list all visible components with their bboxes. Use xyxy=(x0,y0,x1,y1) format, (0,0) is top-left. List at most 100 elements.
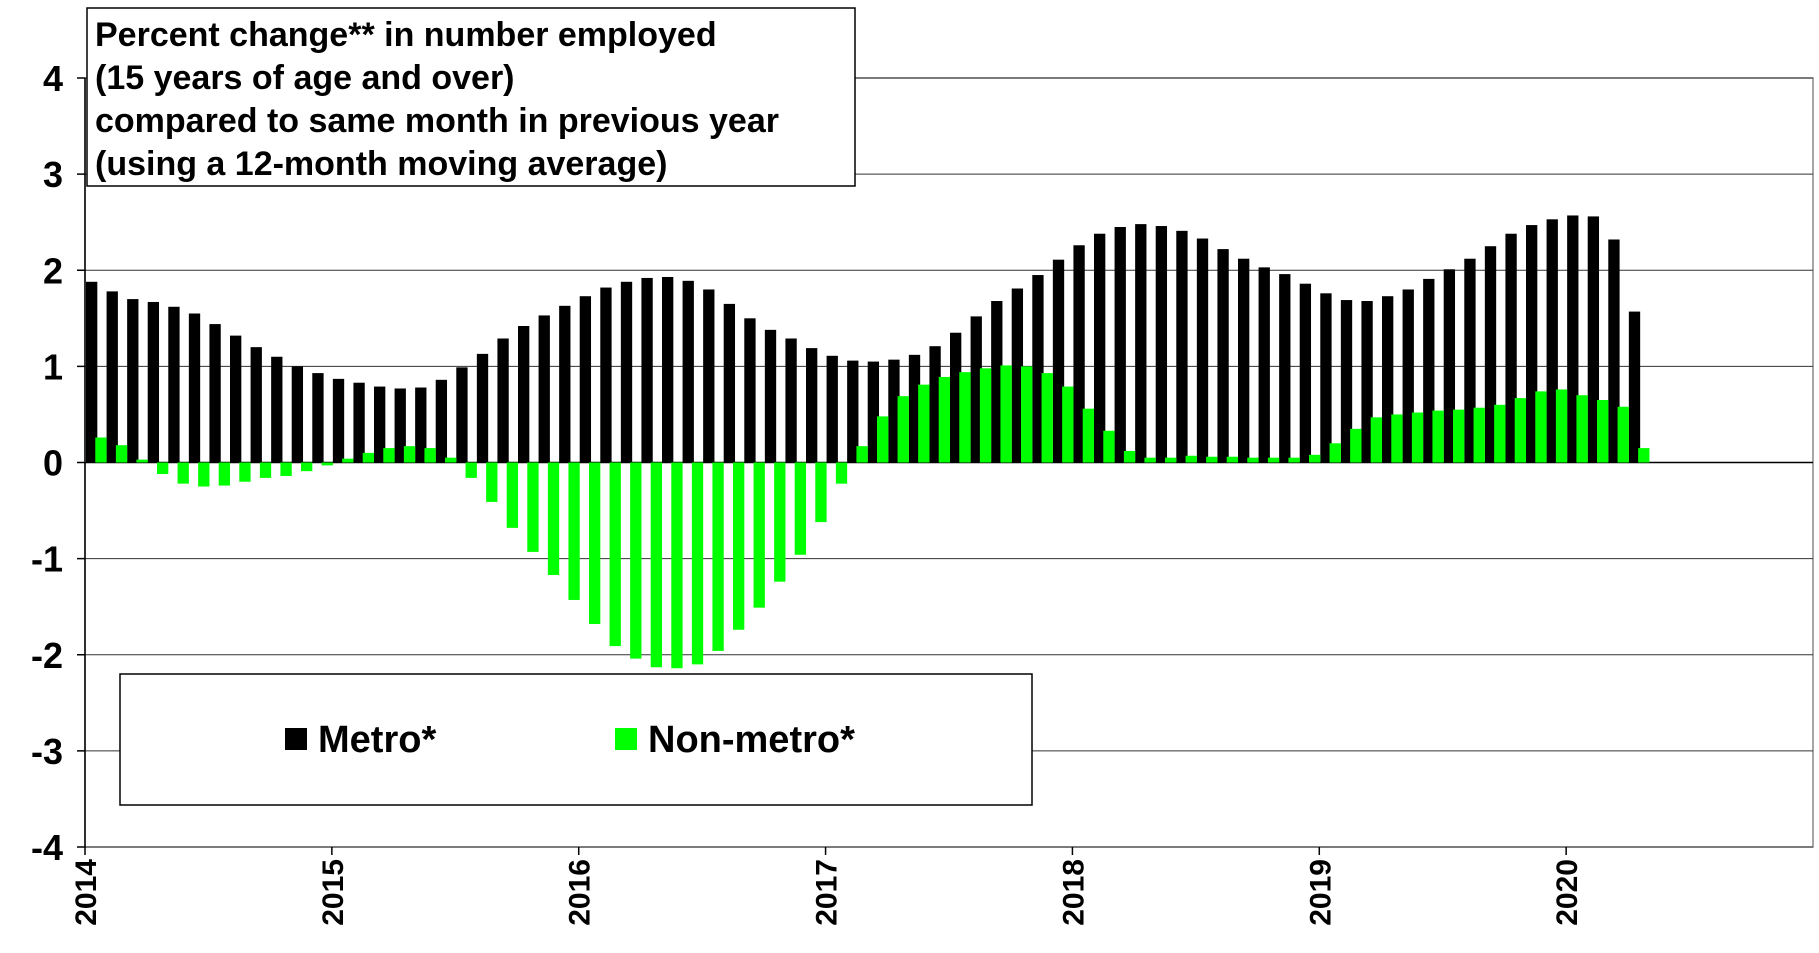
bar xyxy=(1041,373,1053,463)
x-tick-label: 2018 xyxy=(1057,859,1090,926)
bar xyxy=(321,462,333,466)
bar xyxy=(970,316,982,463)
bar xyxy=(127,299,139,463)
bar xyxy=(764,329,777,463)
bar xyxy=(856,446,868,463)
bar xyxy=(1617,406,1629,463)
bar xyxy=(1555,389,1568,463)
bar xyxy=(991,301,1003,463)
bar xyxy=(374,386,386,463)
bar xyxy=(271,356,283,463)
bar xyxy=(188,313,201,463)
x-tick-label: 2016 xyxy=(564,859,597,926)
bar xyxy=(733,462,745,630)
bar xyxy=(1238,258,1250,463)
y-tick-label: 3 xyxy=(43,154,63,195)
bar xyxy=(1288,457,1300,463)
bar xyxy=(691,462,704,665)
x-tick-label: 2015 xyxy=(317,859,350,926)
bar xyxy=(435,379,448,463)
bar xyxy=(1608,239,1620,463)
bar xyxy=(1258,267,1270,463)
bar xyxy=(1340,300,1353,463)
chart-title: compared to same month in previous year xyxy=(95,102,779,140)
bar xyxy=(259,462,272,478)
bar xyxy=(794,462,807,555)
bar xyxy=(1464,258,1476,463)
bar xyxy=(1052,259,1065,463)
bar xyxy=(538,315,550,463)
bar xyxy=(291,366,304,463)
bar xyxy=(230,335,242,463)
bar xyxy=(630,462,642,659)
bar xyxy=(650,462,663,668)
bar xyxy=(1032,275,1044,463)
bar xyxy=(476,353,489,463)
bar xyxy=(1576,395,1588,463)
bar xyxy=(1546,219,1558,463)
x-tick-label: 2017 xyxy=(811,859,844,926)
bar xyxy=(1094,233,1106,463)
bar xyxy=(1361,301,1373,463)
bar xyxy=(1165,457,1177,463)
bar xyxy=(1411,412,1424,463)
bar xyxy=(1279,274,1291,463)
bar xyxy=(353,382,365,463)
title-box xyxy=(86,7,856,187)
bar xyxy=(1473,407,1485,463)
bar xyxy=(497,338,509,463)
bar xyxy=(1155,226,1168,463)
y-tick-label: 4 xyxy=(43,58,63,99)
bar xyxy=(641,277,653,463)
bar xyxy=(712,462,724,651)
bar xyxy=(1494,404,1506,463)
bar xyxy=(1062,386,1074,463)
y-tick-label: 2 xyxy=(43,250,63,291)
bar xyxy=(86,281,98,463)
bar xyxy=(1320,293,1332,463)
bar xyxy=(486,462,498,502)
bar xyxy=(826,355,838,463)
y-tick-label: -1 xyxy=(31,539,63,580)
bar xyxy=(589,462,601,624)
bar xyxy=(456,367,468,463)
bar xyxy=(559,305,571,463)
bar xyxy=(506,462,519,528)
bar xyxy=(600,287,612,463)
bar xyxy=(1176,230,1188,463)
bar xyxy=(1267,457,1280,463)
bar xyxy=(106,291,118,463)
bar xyxy=(1011,288,1024,463)
bar xyxy=(662,276,674,463)
bar xyxy=(218,462,231,486)
bar xyxy=(312,373,324,463)
bar xyxy=(1382,296,1394,463)
x-tick-label: 2020 xyxy=(1551,859,1584,926)
bar xyxy=(518,326,530,463)
x-tick-label: 2019 xyxy=(1304,859,1337,926)
bar xyxy=(465,462,477,478)
bar xyxy=(1073,245,1085,463)
bar xyxy=(908,354,921,463)
bar xyxy=(568,462,580,600)
bar xyxy=(1597,400,1609,463)
bar xyxy=(1135,224,1147,463)
bar xyxy=(280,462,292,476)
bar xyxy=(620,281,633,463)
legend-box xyxy=(119,673,1033,806)
bar xyxy=(1309,454,1321,463)
legend-label: Metro* xyxy=(318,719,436,761)
bar xyxy=(867,361,880,463)
bar xyxy=(157,462,169,475)
bar xyxy=(1329,443,1341,463)
bar xyxy=(415,387,427,463)
y-tick-label: -2 xyxy=(31,635,63,676)
bar xyxy=(445,457,457,463)
bar xyxy=(609,462,621,647)
bar xyxy=(547,462,560,575)
bar xyxy=(888,359,900,463)
bar xyxy=(209,324,221,463)
legend-swatch xyxy=(285,728,307,750)
bar xyxy=(136,459,148,463)
